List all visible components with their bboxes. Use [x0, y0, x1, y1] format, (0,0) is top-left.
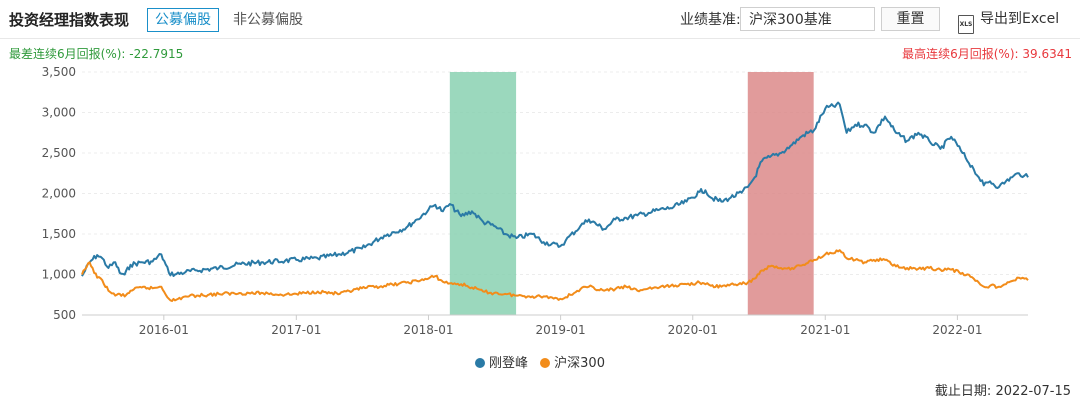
best-6m-label: 最高连续6月回报(%): — [902, 47, 1019, 61]
series-line-benchmark[interactable] — [81, 249, 1029, 302]
best-6m-return: 最高连续6月回报(%): 39.6341 — [902, 45, 1072, 62]
cutoff-date-value: 2022-07-15 — [995, 384, 1071, 399]
series-line-manager[interactable] — [81, 101, 1029, 277]
toolbar: 投资经理指数表现 公募偏股 非公募偏股 业绩基准: 沪深300基准 重置 XLS… — [0, 0, 1080, 40]
export-excel-button[interactable]: XLS 导出到Excel — [958, 9, 1059, 34]
benchmark-input[interactable]: 沪深300基准 — [740, 7, 875, 31]
y-tick-label: 1,500 — [42, 227, 76, 241]
tab-nonpublic-equity[interactable]: 非公募偏股 — [233, 12, 303, 28]
y-tick-label: 2,000 — [42, 187, 76, 201]
x-tick-label: 2022-01 — [932, 323, 982, 337]
x-tick-label: 2018-01 — [403, 323, 453, 337]
x-tick-label: 2021-01 — [800, 323, 850, 337]
x-tick-label: 2017-01 — [271, 323, 321, 337]
x-tick-label: 2020-01 — [668, 323, 718, 337]
legend-label-manager: 刚登峰 — [489, 356, 529, 371]
y-tick-label: 2,500 — [42, 146, 76, 160]
legend-dot-manager — [475, 358, 485, 368]
reset-button[interactable]: 重置 — [881, 7, 940, 31]
worst-6m-value: -22.7915 — [129, 47, 184, 61]
worst-6m-return: 最差连续6月回报(%): -22.7915 — [9, 45, 183, 62]
best-6m-value: 39.6341 — [1022, 47, 1072, 61]
best-6m-band — [747, 72, 814, 315]
cutoff-date: 截止日期: 2022-07-15 — [935, 380, 1071, 399]
cutoff-date-label: 截止日期: — [934, 384, 992, 399]
benchmark-label: 业绩基准: — [680, 12, 741, 28]
tab-public-equity[interactable]: 公募偏股 — [147, 8, 219, 32]
y-tick-label: 3,000 — [42, 106, 76, 120]
index-performance-chart[interactable]: 500 1,000 1,500 2,000 2,500 3,000 3,500 2016-01… — [0, 62, 1080, 342]
y-tick-label: 1,000 — [42, 268, 76, 282]
x-tick-label: 2019-01 — [536, 323, 586, 337]
legend-item-benchmark[interactable]: 沪深300 — [540, 352, 605, 371]
worst-6m-label: 最差连续6月回报(%): — [9, 47, 126, 61]
y-tick-label: 3,500 — [42, 65, 76, 79]
chart-legend: 刚登峰 沪深300 — [0, 352, 1080, 371]
xls-file-icon: XLS — [958, 15, 974, 34]
worst-6m-band — [449, 72, 517, 315]
legend-item-manager[interactable]: 刚登峰 — [475, 352, 528, 371]
x-tick-label: 2016-01 — [139, 323, 189, 337]
legend-label-benchmark: 沪深300 — [554, 356, 605, 371]
page-title: 投资经理指数表现 — [9, 11, 130, 29]
legend-dot-benchmark — [540, 358, 551, 368]
header-divider — [0, 38, 1080, 39]
export-label: 导出到Excel — [980, 11, 1060, 27]
y-tick-label: 500 — [53, 308, 76, 322]
